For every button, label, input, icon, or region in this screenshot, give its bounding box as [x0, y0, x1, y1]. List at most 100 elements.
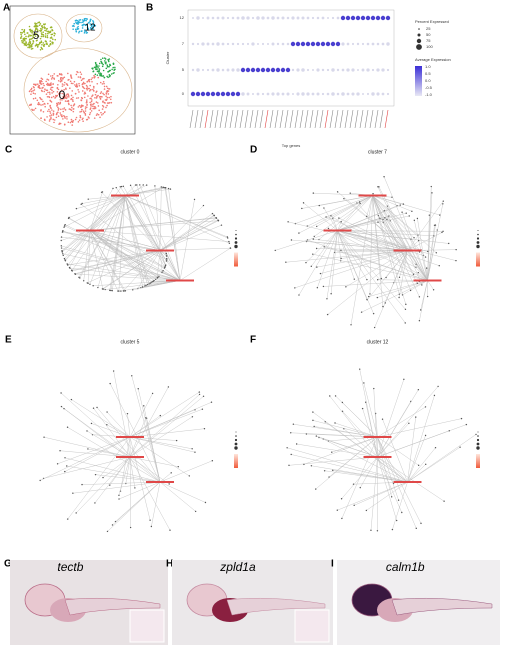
cluster-label: 0: [59, 88, 66, 102]
hub-label: [358, 194, 387, 197]
node: [67, 217, 70, 220]
umap-point: [84, 82, 86, 85]
edge: [159, 460, 213, 483]
umap-point: [75, 84, 78, 86]
node: [63, 225, 66, 227]
edge: [402, 280, 428, 296]
y-tick-label: 5: [182, 67, 185, 72]
hub-label: [146, 249, 174, 252]
umap-point: [49, 88, 52, 90]
umap-point: [74, 28, 77, 31]
umap-point: [49, 105, 51, 107]
umap-point: [85, 18, 88, 20]
umap-point: [63, 97, 65, 100]
node: [145, 417, 147, 419]
edge: [93, 280, 181, 286]
edge: [139, 184, 181, 281]
node: [475, 433, 477, 436]
dot: [366, 42, 370, 46]
umap-point: [37, 21, 39, 24]
panel-letter: C: [5, 145, 12, 156]
umap-point: [70, 98, 72, 101]
node: [175, 439, 178, 442]
edge: [332, 470, 408, 483]
umap-point: [63, 115, 66, 118]
edge: [337, 204, 401, 231]
dot: [386, 68, 390, 72]
node: [417, 239, 420, 242]
dot: [356, 42, 360, 46]
node: [62, 253, 64, 255]
gene-name: tectb: [57, 560, 83, 574]
umap-point: [109, 98, 112, 101]
gene-tick: [189, 109, 194, 129]
node: [323, 246, 325, 248]
umap-point: [52, 90, 55, 93]
edge: [89, 230, 156, 280]
dot: [236, 42, 240, 46]
umap-point: [57, 101, 60, 104]
gene-tick: [279, 109, 284, 129]
edge: [163, 270, 181, 281]
node: [43, 436, 45, 438]
umap-point: [75, 116, 78, 119]
umap-point: [110, 73, 113, 75]
node: [448, 242, 450, 245]
edge: [407, 417, 416, 483]
umap-point: [40, 109, 42, 111]
dot: [371, 92, 375, 96]
umap-point: [88, 21, 90, 24]
node: [109, 382, 111, 385]
edge: [372, 195, 404, 205]
node: [60, 247, 63, 249]
umap-point: [102, 75, 105, 77]
umap-point: [88, 80, 91, 83]
umap-point: [90, 88, 92, 91]
node: [417, 271, 419, 274]
edge: [82, 195, 126, 204]
edge: [312, 253, 428, 281]
umap-point: [62, 108, 64, 110]
node: [290, 239, 293, 241]
edge: [285, 250, 408, 263]
dot: [286, 92, 290, 96]
dot: [320, 41, 326, 47]
umap-point: [46, 42, 48, 45]
umap-point: [46, 27, 48, 30]
node: [63, 407, 65, 410]
umap-point: [78, 104, 81, 107]
node: [87, 198, 89, 200]
edge: [89, 230, 152, 283]
umap-point: [92, 89, 95, 92]
umap-point: [41, 43, 43, 46]
dot: [206, 42, 210, 46]
node: [376, 296, 379, 299]
dot: [241, 92, 245, 96]
umap-points: [20, 17, 116, 126]
umap-point: [89, 103, 92, 106]
umap-point: [38, 21, 41, 24]
umap-point: [40, 32, 43, 34]
edge: [337, 230, 341, 261]
umap-point: [69, 87, 71, 90]
dot: [225, 91, 231, 97]
umap-point: [34, 35, 37, 37]
umap-point: [109, 64, 111, 67]
umap-point: [57, 106, 59, 109]
umap-point: [67, 72, 69, 75]
node: [298, 232, 300, 234]
umap-point: [112, 66, 115, 69]
dot: [265, 67, 271, 73]
node: [148, 283, 150, 285]
dot: [386, 92, 390, 96]
umap-point: [38, 24, 41, 27]
umap-point: [78, 19, 81, 21]
dot: [291, 16, 295, 20]
edge: [323, 280, 428, 287]
edge: [124, 195, 230, 244]
legend-bar: [234, 454, 238, 468]
edge: [129, 416, 193, 458]
node: [390, 496, 393, 498]
umap-point: [64, 108, 67, 111]
node: [331, 451, 333, 453]
